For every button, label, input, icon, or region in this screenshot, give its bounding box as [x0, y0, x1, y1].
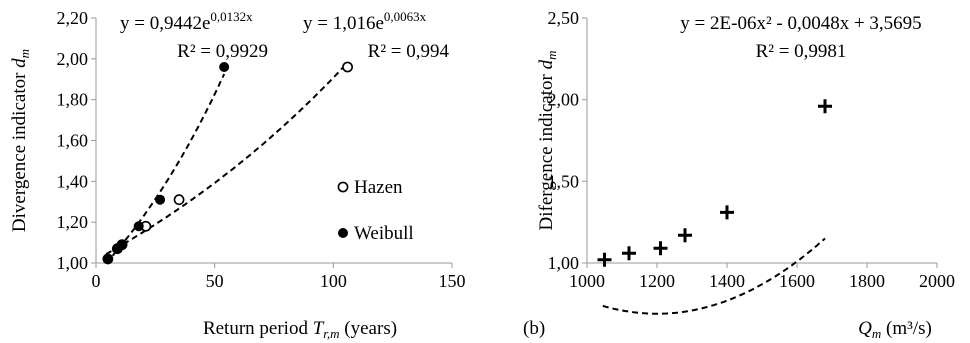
x-axis-label-text: Return period [203, 318, 313, 339]
x-axis-label-var: Q [858, 318, 872, 339]
r-squared-hazen: R² = 0,994 [368, 41, 450, 62]
legend-marker-weibull [338, 228, 348, 238]
x-tick-label: 1600 [779, 271, 815, 291]
y-axis-label-var: d [536, 59, 557, 69]
x-axis-label: Return period Tr,m (years) [203, 318, 397, 341]
x-axis-label-unit: (m³/s) [881, 318, 932, 339]
y-tick-label: 1,00 [548, 253, 580, 273]
trendline-hazen [105, 62, 349, 255]
chart-a: 0 50 100 150 1,00 1,20 1,40 1,60 1,80 2,00 2,20 Ret… [9, 8, 466, 341]
y-tick-label: 2,50 [548, 8, 580, 28]
legend-label-weibull: Weibull [354, 223, 414, 244]
trendline-series [602, 237, 826, 315]
x-axis-label-unit: (years) [340, 318, 398, 339]
y-tick-label: 2,00 [548, 90, 580, 110]
x-axis-label-var: T [313, 318, 325, 339]
legend-label-hazen: Hazen [354, 177, 403, 198]
y-axis-label-sub: m [17, 49, 32, 58]
r-squared: R² = 0,9981 [756, 41, 847, 62]
y-tick-label: 1,80 [57, 90, 89, 110]
x-tick-label: 2000 [919, 271, 955, 291]
y-axis-label-text: Difergence indicator [536, 69, 557, 230]
y-axis-label-sub: m [544, 51, 559, 60]
x-axis-label-sub: m [872, 326, 881, 341]
data-point-series [653, 241, 668, 256]
x-tick-label: 50 [206, 271, 224, 291]
data-point-series [678, 228, 692, 243]
trendline-equation: y = 2E-06x² - 0,0048x + 3,5695 [680, 13, 921, 34]
x-tick-label: 150 [439, 271, 466, 291]
data-point-series [818, 99, 832, 114]
y-tick-label: 2,20 [57, 8, 89, 28]
data-point-weibull [155, 194, 166, 205]
y-tick-label: 1,40 [57, 171, 89, 191]
data-point-hazen [173, 194, 185, 206]
y-tick-label: 1,00 [57, 253, 89, 273]
data-point-hazen [342, 61, 353, 73]
data-point-series [597, 252, 612, 267]
y-axis-label: Difergence indicator dm [536, 51, 559, 231]
y-axis-label-text: Divergence indicator [9, 68, 30, 232]
legend-marker-hazen [337, 181, 349, 193]
x-tick-label: 1200 [639, 271, 675, 291]
x-tick-label: 1800 [849, 271, 885, 291]
x-tick-label: 1000 [569, 271, 605, 291]
data-point-weibull [219, 62, 230, 72]
data-point-weibull [102, 253, 113, 264]
trendline-weibull [105, 73, 226, 264]
equation-exponent: 0,0132x [210, 9, 253, 24]
y-tick-label: 1,20 [57, 212, 89, 232]
equation-text: y = 1,016e [303, 13, 384, 34]
data-point-weibull [133, 221, 144, 232]
x-tick-label: 0 [92, 271, 101, 291]
chart-b: 1000 1200 1400 1600 1800 2000 1,00 1,50 2,00 2,50… [523, 8, 955, 341]
y-tick-label: 2,00 [57, 49, 89, 69]
data-point-series [622, 246, 636, 261]
x-axis-label-sub: r,m [323, 326, 339, 341]
trendline-equation-hazen: y = 1,016e0,0063x [303, 9, 427, 34]
y-tick-label: 1,50 [548, 171, 580, 191]
y-axis-label: Divergence indicator dm [9, 49, 32, 232]
data-point-weibull [117, 239, 128, 250]
x-axis-label: Qm (m³/s) [858, 318, 932, 341]
x-tick-label: 100 [320, 271, 347, 291]
r-squared-weibull: R² = 0,9929 [177, 41, 268, 62]
y-tick-label: 1,60 [57, 131, 89, 151]
equation-exponent: 0,0063x [384, 9, 427, 24]
equation-text: y = 0,9442e [120, 13, 210, 34]
panel-label: (b) [523, 318, 545, 339]
x-tick-label: 1400 [709, 271, 745, 291]
y-axis-label-var: d [9, 58, 30, 68]
data-point-series [720, 205, 734, 220]
trendline-equation-weibull: y = 0,9442e0,0132x [120, 9, 253, 34]
